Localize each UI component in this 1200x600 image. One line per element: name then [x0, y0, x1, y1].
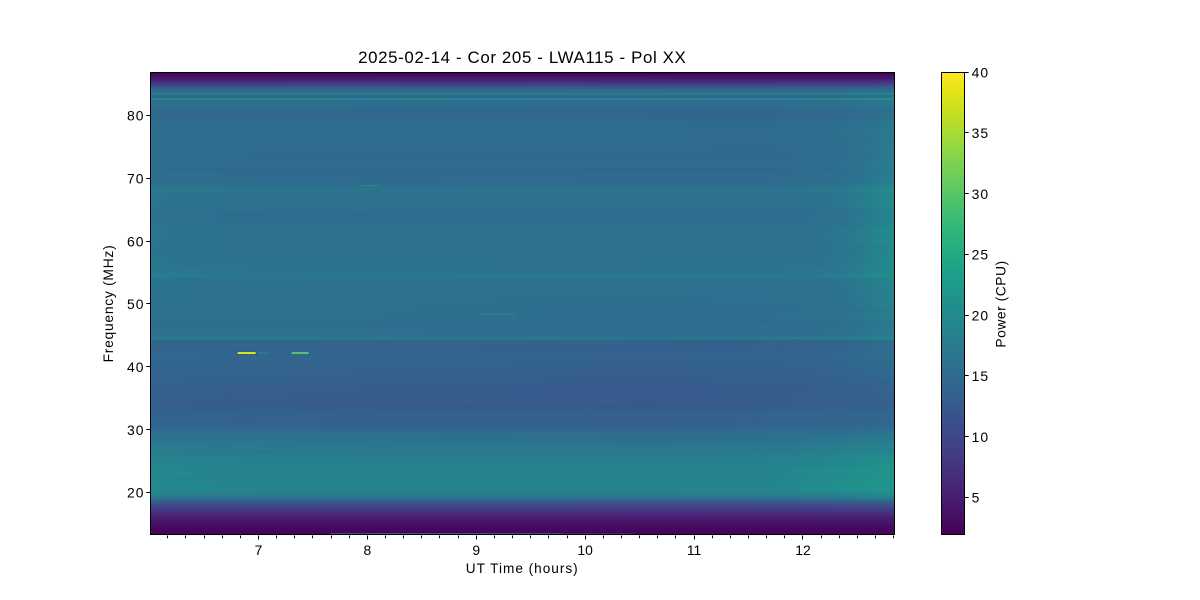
- svg-text:20: 20: [972, 307, 990, 323]
- svg-text:40: 40: [972, 64, 990, 80]
- svg-text:2025-02-14 - Cor 205 - LWA115: 2025-02-14 - Cor 205 - LWA115 - Pol XX: [358, 48, 686, 67]
- svg-text:50: 50: [127, 296, 145, 312]
- svg-text:80: 80: [127, 108, 145, 124]
- svg-text:30: 30: [972, 186, 990, 202]
- svg-text:15: 15: [972, 368, 990, 384]
- svg-text:25: 25: [972, 247, 990, 263]
- svg-text:20: 20: [127, 485, 145, 501]
- svg-text:70: 70: [127, 171, 145, 187]
- svg-text:9: 9: [472, 542, 480, 558]
- svg-text:60: 60: [127, 233, 145, 249]
- svg-text:40: 40: [127, 359, 145, 375]
- svg-text:8: 8: [363, 542, 371, 558]
- svg-text:7: 7: [255, 542, 263, 558]
- svg-text:UT Time (hours): UT Time (hours): [466, 561, 579, 576]
- svg-text:12: 12: [795, 542, 811, 558]
- svg-text:35: 35: [972, 125, 990, 141]
- svg-text:11: 11: [687, 542, 702, 558]
- svg-text:5: 5: [972, 490, 981, 506]
- svg-text:Frequency (MHz): Frequency (MHz): [100, 245, 116, 363]
- svg-text:30: 30: [127, 422, 145, 438]
- svg-text:10: 10: [577, 542, 593, 558]
- svg-text:10: 10: [972, 429, 990, 445]
- svg-text:Power (CPU): Power (CPU): [992, 260, 1008, 347]
